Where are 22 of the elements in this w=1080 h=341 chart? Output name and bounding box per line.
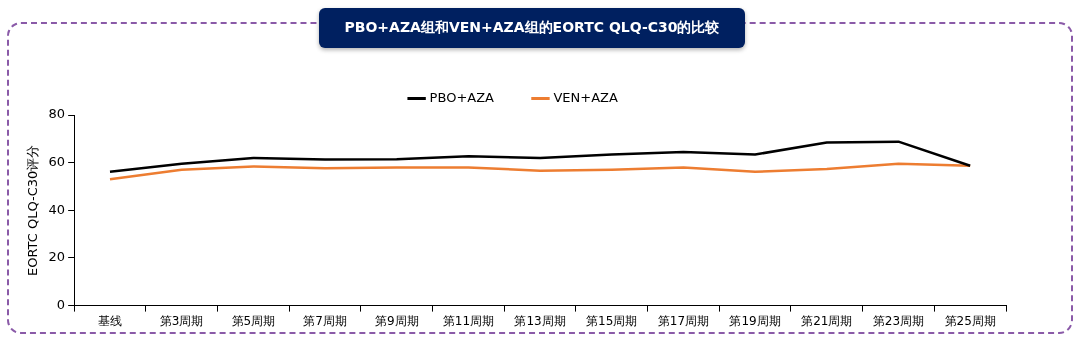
x-tick-label: 第7周期 xyxy=(303,313,347,328)
legend-label: VEN+AZA xyxy=(553,89,618,105)
x-tick-label: 第9周期 xyxy=(374,313,419,328)
y-tick-label: 40 xyxy=(48,201,66,217)
x-tick-label: 第21周期 xyxy=(801,313,853,328)
x-tick-label: 第11周期 xyxy=(442,313,495,328)
y-tick-label: 80 xyxy=(48,106,66,122)
x-tick-label: 第19周期 xyxy=(729,313,781,328)
legend-label: PBO+AZA xyxy=(429,89,495,105)
x-tick-label: 第15周期 xyxy=(586,313,638,328)
x-tick-label: 第3周期 xyxy=(159,313,204,328)
x-tick-label: 第25周期 xyxy=(944,313,996,328)
x-tick-label: 第5周期 xyxy=(231,313,276,328)
y-axis-title: EORTC QLQ-C30评分 xyxy=(25,144,41,276)
x-tick-label: 基线 xyxy=(97,313,122,328)
y-tick-label: 0 xyxy=(56,296,66,312)
x-tick-label: 第23周期 xyxy=(872,313,925,328)
y-tick-label: 20 xyxy=(48,249,66,265)
chart-title: PBO+AZA组和VEN+AZA组的EORTC QLQ-C30的比较 xyxy=(319,8,745,48)
x-tick-label: 第17周期 xyxy=(657,313,710,328)
x-tick-label: 第13周期 xyxy=(514,313,566,328)
y-tick-label: 60 xyxy=(48,154,66,170)
